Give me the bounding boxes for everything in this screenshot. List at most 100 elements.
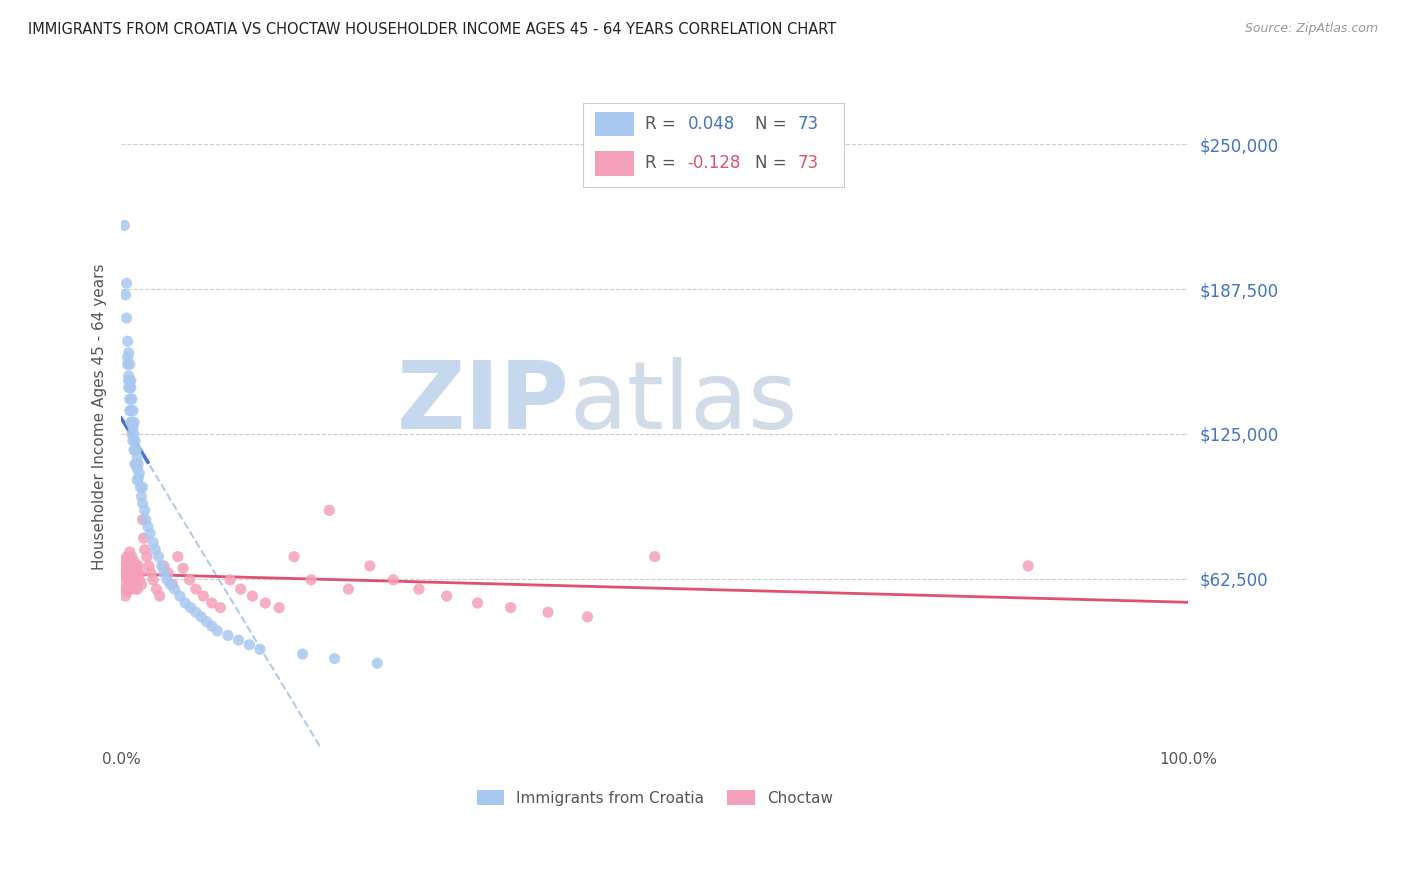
Point	[299, 573, 322, 587]
Point	[127, 473, 149, 487]
Point	[115, 549, 138, 564]
Point	[131, 496, 153, 510]
Point	[127, 558, 149, 573]
Point	[122, 558, 145, 573]
Point	[382, 573, 405, 587]
Point	[122, 575, 145, 590]
Point	[537, 605, 560, 619]
Point	[436, 589, 458, 603]
Point	[156, 573, 179, 587]
Point	[136, 519, 159, 533]
Text: R =: R =	[645, 154, 682, 172]
Point	[148, 549, 170, 564]
Point	[499, 600, 522, 615]
Point	[114, 288, 136, 302]
Point	[190, 610, 212, 624]
Point	[131, 490, 153, 504]
Point	[118, 561, 141, 575]
Point	[115, 582, 138, 596]
Point	[153, 558, 176, 573]
Point	[118, 346, 141, 360]
Point	[153, 566, 176, 580]
Point	[142, 535, 165, 549]
Point	[125, 457, 148, 471]
Point	[228, 633, 250, 648]
Point	[117, 357, 139, 371]
Point	[121, 426, 143, 441]
Point	[115, 566, 138, 580]
Point	[217, 628, 239, 642]
Point	[120, 374, 142, 388]
Point	[115, 277, 138, 291]
Point	[139, 566, 162, 580]
Point	[125, 443, 148, 458]
Point	[118, 380, 141, 394]
Point	[337, 582, 360, 596]
Point	[125, 558, 148, 573]
Text: IMMIGRANTS FROM CROATIA VS CHOCTAW HOUSEHOLDER INCOME AGES 45 - 64 YEARS CORRELA: IMMIGRANTS FROM CROATIA VS CHOCTAW HOUSE…	[28, 22, 837, 37]
Point	[120, 415, 142, 429]
Point	[408, 582, 430, 596]
Point	[159, 577, 181, 591]
Text: 0.048: 0.048	[688, 115, 735, 133]
Text: N =: N =	[755, 154, 792, 172]
Point	[122, 570, 145, 584]
Point	[209, 600, 232, 615]
Legend: Immigrants from Croatia, Choctaw: Immigrants from Croatia, Choctaw	[471, 783, 839, 812]
Text: atlas: atlas	[569, 358, 797, 450]
Point	[131, 513, 153, 527]
Point	[118, 582, 141, 596]
Point	[124, 566, 146, 580]
Point	[229, 582, 252, 596]
Point	[122, 415, 145, 429]
Point	[120, 403, 142, 417]
Point	[118, 374, 141, 388]
Point	[120, 392, 142, 406]
Point	[117, 554, 139, 568]
Point	[122, 554, 145, 568]
Text: Source: ZipAtlas.com: Source: ZipAtlas.com	[1244, 22, 1378, 36]
Point	[201, 619, 224, 633]
Point	[193, 589, 215, 603]
Point	[122, 426, 145, 441]
Point	[118, 392, 141, 406]
Point	[269, 600, 291, 615]
Point	[117, 351, 139, 365]
Point	[127, 450, 149, 464]
Point	[142, 573, 165, 587]
Point	[138, 558, 160, 573]
Point	[283, 549, 305, 564]
Point	[120, 570, 142, 584]
Point	[131, 480, 153, 494]
Point	[124, 582, 146, 596]
Point	[121, 403, 143, 417]
Point	[149, 589, 172, 603]
Point	[467, 596, 489, 610]
Point	[174, 596, 197, 610]
Text: ZIP: ZIP	[396, 358, 569, 450]
Point	[121, 415, 143, 429]
Point	[169, 589, 191, 603]
Point	[128, 573, 150, 587]
Point	[127, 566, 149, 580]
Point	[128, 467, 150, 481]
Point	[184, 582, 207, 596]
Point	[118, 374, 141, 388]
Point	[124, 443, 146, 458]
Point	[129, 566, 152, 580]
Point	[1017, 558, 1039, 573]
Point	[117, 584, 139, 599]
Point	[318, 503, 340, 517]
Text: -0.128: -0.128	[688, 154, 741, 172]
Point	[644, 549, 666, 564]
Point	[143, 542, 166, 557]
Point	[118, 577, 141, 591]
Point	[112, 582, 135, 596]
Text: 73: 73	[797, 115, 818, 133]
Point	[139, 526, 162, 541]
Point	[180, 600, 202, 615]
Point	[127, 582, 149, 596]
Point	[291, 647, 314, 661]
Point	[114, 589, 136, 603]
Point	[112, 554, 135, 568]
